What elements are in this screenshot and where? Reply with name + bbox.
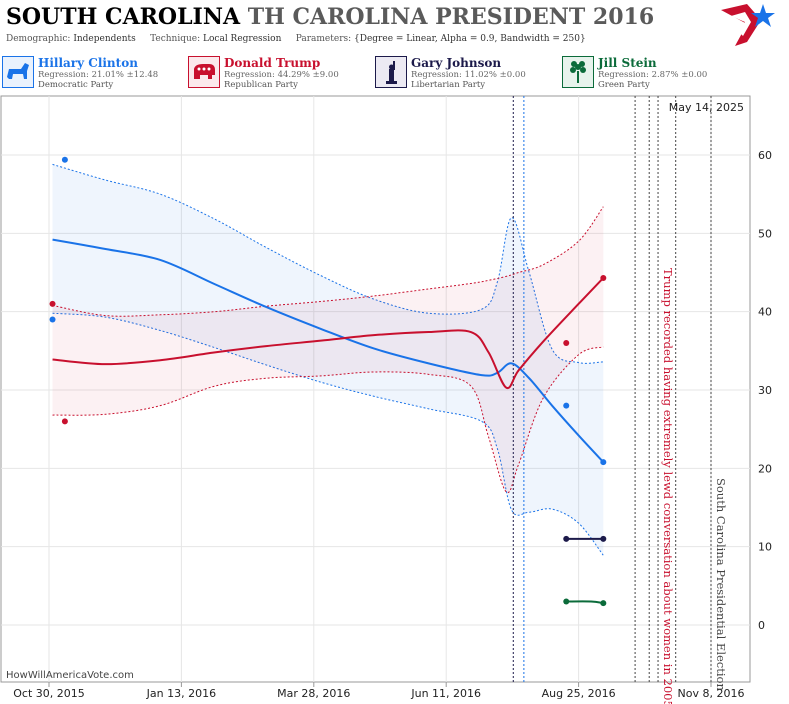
poll-point: [600, 274, 607, 281]
x-axis: Oct 30, 2015 Jan 13, 2016 Mar 28, 2016 Jun …: [13, 682, 744, 700]
trend-line: [52, 238, 605, 463]
confidence-band: [52, 164, 604, 556]
poll-point: [61, 156, 68, 163]
y-axis: 0 10 20 30 40 50 60: [758, 149, 772, 632]
candidate-regression: Regression: 44.29% ±9.00: [224, 70, 339, 80]
x-tick-label: Nov 8, 2016: [678, 687, 745, 700]
poll-point: [563, 535, 570, 542]
y-tick-label: 40: [758, 306, 772, 319]
parameters-value: {Degree = Linear, Alpha = 0.9, Bandwidth…: [354, 34, 586, 44]
event-lines: [512, 96, 712, 682]
poll-point: [563, 340, 570, 346]
elephant-icon: [188, 56, 220, 88]
confidence-lower-bound: [52, 312, 604, 556]
page-title: SOUTH CAROLINA TH CAROLINA PRESIDENT 201…: [6, 4, 654, 30]
candidate-card-trump: Donald Trump Regression: 44.29% ±9.00 Re…: [186, 55, 369, 93]
annotation-label: South Carolina Presidential Election: [714, 478, 728, 691]
poll-point: [61, 418, 68, 425]
title-state: SOUTH CAROLINA: [6, 4, 241, 30]
candidate-party: Democratic Party: [38, 80, 114, 90]
site-credit: HowWillAmericaVote.com: [6, 670, 134, 681]
candidate-regression: Regression: 21.01% ±12.48: [38, 70, 159, 80]
poll-point: [49, 300, 56, 307]
title-race: TH CAROLINA PRESIDENT 2016: [247, 4, 655, 30]
candidate-name: Hillary Clinton: [38, 56, 138, 70]
demographic-value: Independents: [73, 34, 136, 44]
candidate-regression: Regression: 11.02% ±0.00: [411, 70, 526, 80]
candidate-card-johnson: Gary Johnson Regression: 11.02% ±0.00 Li…: [373, 55, 556, 93]
candidate-name: Donald Trump: [224, 56, 321, 70]
confidence-lower-bound: [52, 346, 604, 494]
candidate-party: Republican Party: [224, 80, 298, 90]
parameters-line: Demographic: Independents Technique: Loc…: [6, 34, 586, 44]
y-tick-label: 20: [758, 462, 772, 475]
confidence-upper-bound: [52, 206, 604, 317]
poll-point: [600, 459, 607, 466]
confidence-bands: [52, 163, 604, 556]
y-tick-label: 0: [758, 619, 765, 632]
plot-area: [0, 95, 751, 683]
technique-value: Local Regression: [203, 34, 282, 44]
site-logo-icon: [721, 4, 775, 46]
statue-of-liberty-icon: [375, 56, 407, 88]
x-tick-label: Oct 30, 2015: [13, 687, 85, 700]
flower-icon: [562, 56, 594, 88]
poll-point: [563, 598, 570, 605]
y-tick-label: 60: [758, 149, 772, 162]
confidence-upper-bound: [52, 163, 604, 364]
candidate-party: Green Party: [598, 80, 650, 90]
candidate-regression: Regression: 2.87% ±0.00: [598, 70, 708, 80]
candidate-name: Jill Stein: [598, 56, 657, 70]
x-tick-label: Mar 28, 2016: [277, 687, 350, 700]
technique-label: Technique:: [150, 34, 201, 44]
parameters-label: Parameters:: [295, 34, 352, 44]
candidate-card-stein: Jill Stein Regression: 2.87% ±0.00 Green…: [560, 55, 743, 93]
candidate-card-clinton: Hillary Clinton Regression: 21.01% ±12.4…: [0, 55, 183, 93]
poll-point: [600, 600, 607, 607]
y-tick-label: 10: [758, 541, 772, 554]
candidate-party: Libertarian Party: [411, 80, 486, 90]
data-points: [49, 156, 607, 607]
poll-point: [49, 316, 56, 323]
annotation-label: Trump recorded having extremely lewd con…: [661, 268, 675, 704]
y-tick-label: 50: [758, 227, 772, 240]
poll-point: [600, 535, 607, 542]
x-tick-label: Jun 11, 2016: [410, 687, 481, 700]
annotations: Trump recorded having extremely lewd con…: [661, 268, 728, 704]
y-tick-label: 30: [758, 384, 772, 397]
date-label: May 14, 2025: [669, 101, 744, 114]
poll-point: [563, 402, 570, 409]
demographic-label: Demographic:: [6, 34, 71, 44]
x-tick-label: Jan 13, 2016: [146, 687, 216, 700]
confidence-band: [52, 206, 604, 493]
grid-lines: [1, 96, 750, 682]
candidate-name: Gary Johnson: [411, 56, 502, 70]
trend-line: [52, 277, 605, 390]
x-tick-label: Aug 25, 2016: [542, 687, 616, 700]
donkey-icon: [2, 56, 34, 88]
